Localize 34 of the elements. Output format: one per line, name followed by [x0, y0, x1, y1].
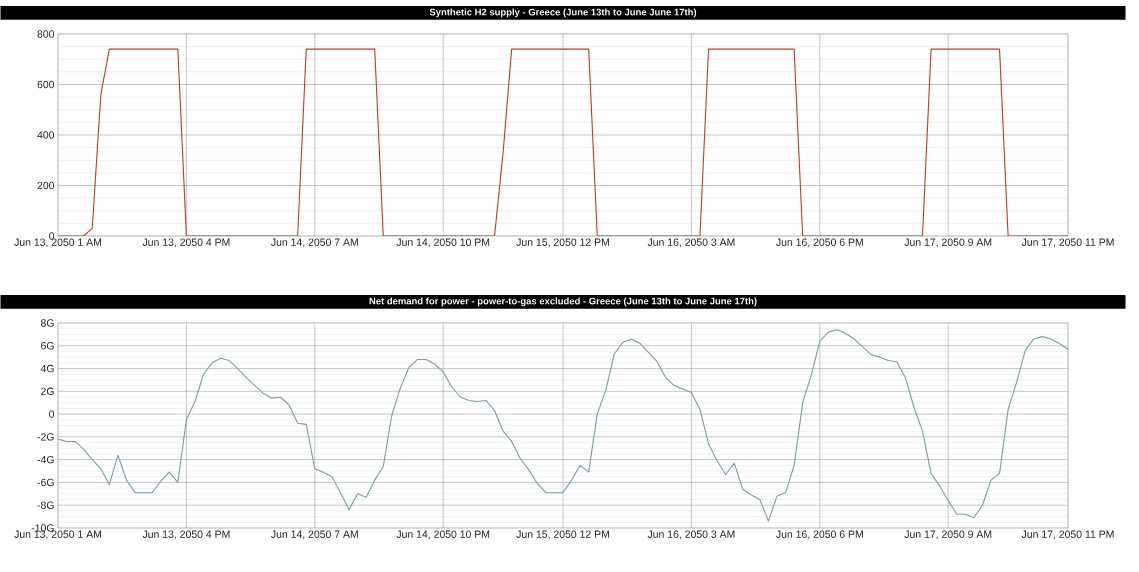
y-tick-label: -4G	[37, 455, 54, 464]
x-tick-label: Jun 16, 2050 6 PM	[776, 530, 863, 540]
line-series	[58, 48, 1069, 236]
y-tick-label: 200	[37, 181, 55, 190]
y-tick-label: 4G	[40, 364, 54, 373]
y-tick-label: 600	[37, 80, 55, 89]
x-tick-label: Jun 16, 2050 6 PM	[776, 238, 863, 248]
y-tick-label: 0	[49, 232, 55, 240]
x-tick-label: Jun 13, 2050 4 PM	[142, 238, 230, 248]
y-tick-label: 2G	[41, 387, 54, 396]
x-tick-label: Jun 14, 2050 10 PM	[396, 238, 490, 248]
y-tick-label: -6G	[37, 478, 54, 487]
y-tick-label: 8G	[40, 319, 54, 327]
x-tick-label: Jun 13, 2050 4 PM	[142, 530, 230, 540]
y-tick-label: 400	[37, 131, 55, 139]
x-tick-label: Jun 16, 2050 3 AM	[647, 530, 735, 540]
x-tick-label: Jun 14, 2050 7 AM	[271, 238, 358, 248]
x-tick-label: Jun 16, 2050 3 AM	[647, 238, 735, 248]
y-tick-label: 6G	[41, 342, 54, 350]
y-tick-label: -10G	[31, 524, 54, 532]
y-tick-label: 0	[49, 410, 55, 418]
y-tick-label: -8G	[37, 501, 54, 509]
x-tick-label: Jun 17, 2050 11 PM	[1021, 238, 1114, 248]
x-tick-label: Jun 15, 2050 12 PM	[516, 238, 609, 248]
x-tick-label: Jun 14, 2050 7 AM	[271, 530, 358, 540]
x-tick-label: Jun 17, 2050 11 PM	[1021, 530, 1114, 540]
x-tick-label: Jun 15, 2050 12 PM	[516, 530, 609, 540]
x-tick-label: Jun 17, 2050 9 AM	[904, 530, 992, 540]
x-tick-label: Jun 17, 2050 9 AM	[904, 238, 992, 248]
y-tick-label: 800	[37, 30, 55, 38]
x-tick-label: Jun 14, 2050 10 PM	[396, 530, 490, 540]
chart-title: Synthetic H2 supply - Greece (June 13th to June June 17th)	[429, 8, 697, 18]
chart-title: Net demand for power - power-to-gas excluded - Greece (June 13th to June June 17th)	[369, 297, 757, 307]
y-tick-label: -2G	[37, 433, 54, 441]
